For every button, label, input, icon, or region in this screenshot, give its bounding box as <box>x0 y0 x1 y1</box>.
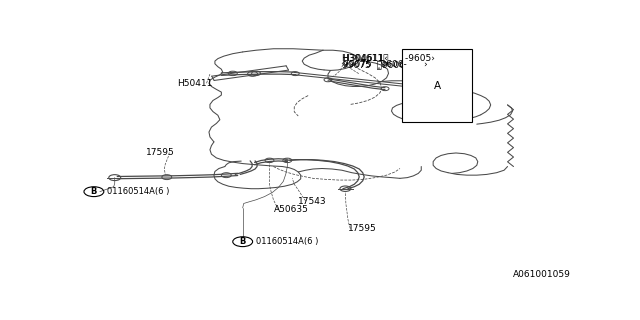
Text: 99075  ‸9606-      ›: 99075 ‸9606- › <box>343 60 428 69</box>
Text: 01160514A(6 ): 01160514A(6 ) <box>108 187 170 196</box>
Text: H304611‹      -9605›: H304611‹ -9605› <box>343 54 435 63</box>
Text: H304611〈      -9605〉: H304611〈 -9605〉 <box>342 54 437 63</box>
Text: 17543: 17543 <box>298 196 327 205</box>
Text: A: A <box>433 81 441 91</box>
Text: 17595: 17595 <box>146 148 175 157</box>
Text: A50635: A50635 <box>273 205 308 214</box>
Text: 01160514A(6 ): 01160514A(6 ) <box>256 237 319 246</box>
Text: A061001059: A061001059 <box>513 270 571 279</box>
Text: H50411: H50411 <box>177 79 212 88</box>
Text: B: B <box>239 237 246 246</box>
Text: 99075  〈9606-      〉: 99075 〈9606- 〉 <box>342 60 431 69</box>
Text: 17595: 17595 <box>348 224 376 233</box>
Text: B: B <box>91 187 97 196</box>
